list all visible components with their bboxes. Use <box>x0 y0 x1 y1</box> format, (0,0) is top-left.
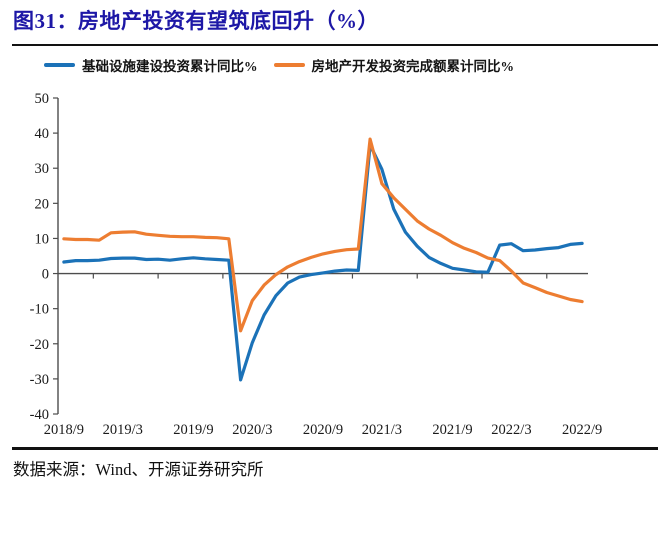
x-tick-label: 2019/3 <box>103 422 143 438</box>
legend-item-real-estate: 房地产开发投资完成额累计同比% <box>273 55 515 75</box>
x-tick-label: 2022/3 <box>491 422 531 438</box>
footer-divider-rule <box>12 447 658 450</box>
series-line-real-estate <box>62 137 584 333</box>
x-tick-label: 2021/9 <box>432 422 472 438</box>
y-tick-label: 10 <box>35 231 50 247</box>
legend-item-infrastructure: 基础设施建设投资累计同比% <box>44 55 258 75</box>
y-tick-label: 0 <box>42 267 49 283</box>
y-tick-label: -10 <box>30 302 49 318</box>
chart-legend: 基础设施建设投资累计同比% 房地产开发投资完成额累计同比% <box>44 55 514 75</box>
legend-label-infrastructure: 基础设施建设投资累计同比% <box>82 59 258 74</box>
title-divider-rule <box>12 44 658 46</box>
y-tick-label: 30 <box>35 161 50 177</box>
x-tick-label: 2020/9 <box>303 422 343 438</box>
y-tick-label: 40 <box>35 126 50 142</box>
y-tick-label: -40 <box>30 407 49 423</box>
y-tick-label: 50 <box>35 91 50 107</box>
x-tick-label: 2020/3 <box>232 422 272 438</box>
y-tick-label: -20 <box>30 337 49 353</box>
orange-line-icon <box>273 63 305 67</box>
x-tick-label: 2022/9 <box>562 422 602 438</box>
data-source-note: 数据来源：Wind、开源证券研究所 <box>13 460 264 479</box>
x-tick-label: 2018/9 <box>44 422 84 438</box>
y-tick-label: -30 <box>30 372 49 388</box>
y-tick-label: 20 <box>35 196 50 212</box>
legend-label-real-estate: 房地产开发投资完成额累计同比% <box>311 59 515 74</box>
x-tick-label: 2021/3 <box>362 422 402 438</box>
series-line-infrastructure <box>62 143 584 382</box>
x-tick-label: 2019/9 <box>173 422 213 438</box>
blue-line-icon <box>44 63 75 67</box>
chart-title: 图31：房地产投资有望筑底回升（%） <box>13 9 379 33</box>
